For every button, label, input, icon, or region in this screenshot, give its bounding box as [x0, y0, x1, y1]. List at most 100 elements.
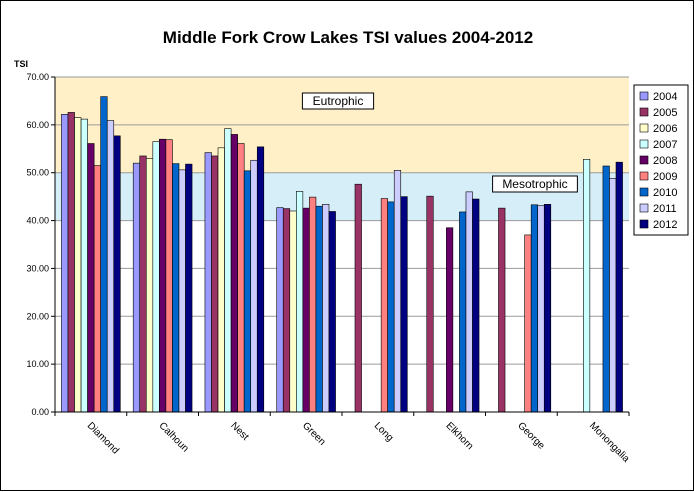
- bar-diamond-2008: [87, 143, 95, 413]
- bar-nest-2010: [243, 170, 252, 413]
- bar-long-2010: [387, 201, 395, 413]
- category-label-calhoun: Calhoun: [157, 420, 191, 454]
- bar-diamond-2005: [67, 112, 75, 413]
- bar-long-2005: [354, 183, 362, 413]
- zone-label-box: [492, 175, 578, 193]
- bar-diamond-2004: [61, 114, 69, 413]
- bar-calhoun-2010: [172, 163, 180, 413]
- bar-green-2005: [282, 208, 291, 413]
- bar-nest-2009: [237, 143, 245, 413]
- x-axis-categories: Diamond Calhoun Nest Green Long Elkhorn George…: [85, 420, 632, 465]
- legend-label-2004: 2004: [653, 91, 677, 103]
- legend-label-2011: 2011: [653, 203, 677, 215]
- bar-nest-2006: [217, 147, 225, 413]
- bar-diamond-2012: [113, 135, 121, 413]
- legend-label-2010: 2010: [653, 187, 677, 199]
- bar-green-2004: [276, 207, 284, 413]
- bar-nest-2005: [211, 155, 219, 413]
- bar-elkhorn-2010: [459, 211, 467, 413]
- bar-long-2012: [400, 196, 408, 413]
- category-label-nest: Nest: [228, 420, 250, 442]
- y-tick-label: 20.00: [26, 311, 49, 321]
- category-label-diamond: Diamond: [85, 420, 121, 456]
- bar-diamond-2010: [100, 96, 108, 413]
- y-axis-ticks: 0.00 10.00 20.00 30.00 40.00 50.00 60.00 70.00: [26, 72, 49, 417]
- bar-calhoun-2004: [132, 162, 141, 413]
- zone-label-mesotrophic: Mesotrophic: [502, 177, 567, 191]
- bar-monongalia-2011: [609, 178, 617, 413]
- bar-diamond-2009: [93, 165, 101, 413]
- bar-diamond-2011: [106, 120, 115, 413]
- y-axis-label: TSI: [14, 59, 28, 69]
- bar-long-2011: [393, 170, 402, 413]
- bar-green-2012: [328, 211, 336, 413]
- bar-calhoun-2007: [152, 141, 160, 413]
- bar-nest-2007: [224, 128, 232, 413]
- bar-calhoun-2012: [185, 163, 193, 413]
- legend-label-2005: 2005: [653, 107, 677, 119]
- bar-nest-2004: [204, 152, 212, 413]
- bar-green-2009: [309, 196, 317, 413]
- bar-nest-2008: [230, 134, 238, 413]
- bar-long-2009: [380, 198, 388, 413]
- category-label-monongalia: Monongalia: [587, 420, 632, 465]
- bar-diamond-2006: [74, 117, 82, 413]
- category-label-george: George: [515, 420, 547, 452]
- bar-elkhorn-2011: [465, 191, 473, 413]
- category-label-green: Green: [300, 420, 327, 447]
- legend-swatch-2011: [639, 203, 649, 213]
- bar-george-2012: [543, 204, 552, 413]
- legend-swatch-2012: [639, 219, 649, 229]
- y-tick-label: 70.00: [26, 72, 49, 82]
- zone-labels: Eutrophic Mesotrophic: [301, 92, 578, 193]
- bar-nest-2012: [256, 146, 265, 413]
- y-tick-label: 60.00: [26, 120, 49, 130]
- legend-label-2007: 2007: [653, 139, 677, 151]
- bar-calhoun-2011: [178, 169, 186, 413]
- legend-swatch-2007: [639, 139, 649, 149]
- legend-swatch-2010: [639, 187, 649, 197]
- bar-diamond-2007: [80, 118, 88, 413]
- legend-swatch-2009: [639, 171, 649, 181]
- bar-green-2007: [296, 191, 304, 413]
- legend-swatch-2008: [639, 155, 649, 165]
- zone-label-eutrophic: Eutrophic: [313, 94, 364, 108]
- y-tick-label: 0.00: [31, 407, 49, 417]
- bar-calhoun-2006: [145, 158, 154, 413]
- chart-title: Middle Fork Crow Lakes TSI values 2004-2…: [163, 28, 533, 47]
- bar-george-2009: [524, 234, 532, 413]
- bar-green-2006: [289, 210, 297, 413]
- legend-label-2009: 2009: [653, 171, 677, 183]
- bar-george-2005: [498, 207, 506, 413]
- bar-elkhorn-2005: [426, 195, 434, 413]
- axes: [51, 76, 630, 416]
- category-label-elkhorn: Elkhorn: [444, 420, 476, 452]
- bar-elkhorn-2008: [446, 227, 454, 413]
- bar-george-2010: [530, 204, 539, 413]
- legend-swatch-2005: [639, 107, 649, 117]
- bar-monongalia-2010: [602, 165, 610, 413]
- y-tick-label: 10.00: [26, 359, 49, 369]
- bar-green-2010: [315, 205, 323, 413]
- bar-george-2011: [537, 205, 545, 413]
- legend-label-2006: 2006: [653, 123, 677, 135]
- bar-green-2008: [302, 207, 310, 413]
- y-tick-label: 30.00: [26, 263, 49, 273]
- y-tick-label: 40.00: [26, 216, 49, 226]
- category-label-long: Long: [372, 420, 396, 444]
- bar-calhoun-2008: [159, 138, 167, 413]
- bar-monongalia-2012: [615, 161, 623, 413]
- legend-label-2008: 2008: [653, 155, 677, 167]
- bar-calhoun-2009: [165, 139, 173, 413]
- legend-label-2012: 2012: [653, 219, 677, 231]
- legend-swatch-2004: [639, 91, 649, 101]
- zone-label-box: [301, 92, 375, 110]
- y-tick-label: 50.00: [26, 168, 49, 178]
- bar-monongalia-2007: [583, 159, 591, 413]
- bar-calhoun-2005: [139, 155, 147, 413]
- bar-nest-2011: [250, 159, 258, 413]
- legend: 2004 2005 2006 2007 2008 2009 2010 2011 2012: [633, 84, 689, 236]
- bar-green-2011: [322, 204, 330, 413]
